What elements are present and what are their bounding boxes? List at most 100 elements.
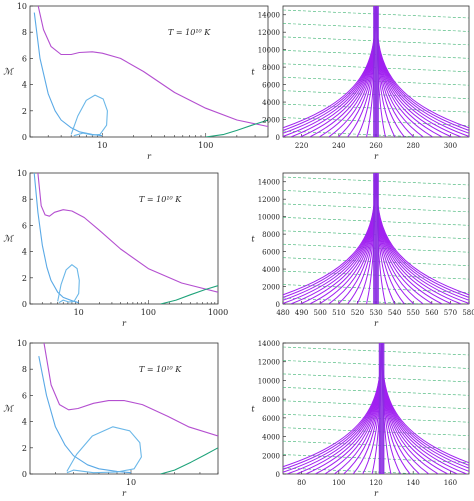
isochrone-line xyxy=(283,90,469,99)
x-tick-label: 540 xyxy=(388,309,401,317)
x-tick-label: 530 xyxy=(369,309,382,317)
isochrone-line xyxy=(283,130,430,137)
x-tick-label: 260 xyxy=(369,142,382,150)
y-tick-label: 6 xyxy=(22,54,27,63)
temperature-annotation: T = 10¹⁰ K xyxy=(139,195,182,204)
panel-mass-4: 0 2 4 6 8 10 10 r ℳ T = 10¹⁰ K xyxy=(3,339,219,498)
x-tick-label: 140 xyxy=(407,479,420,487)
x-tick-label: 160 xyxy=(444,479,457,487)
x-tick-label: 580 xyxy=(462,309,474,317)
y-tick-label: 12000 xyxy=(258,359,280,367)
x-axis-label: r xyxy=(122,319,127,328)
characteristic-curve xyxy=(381,343,467,474)
loop-curve xyxy=(70,94,108,137)
y-tick-label: 0 xyxy=(276,301,280,309)
isochrone-line xyxy=(283,9,469,19)
y-tick-label: 6 xyxy=(22,221,27,230)
y-tick-label: 14000 xyxy=(258,340,280,348)
x-tick-label: 560 xyxy=(425,309,438,317)
y-tick-label: 6000 xyxy=(262,415,280,423)
panel-time-5: 0 2000 4000 6000 8000 10000 12000 14000 80 100 120… xyxy=(251,340,470,498)
isochrone-line xyxy=(283,467,430,474)
right-branch-curve xyxy=(37,173,218,293)
x-tick-label: 510 xyxy=(332,309,345,317)
x-tick-label: 100 xyxy=(198,141,213,150)
y-tick-label: 0 xyxy=(276,134,280,142)
isochrone-line xyxy=(283,50,469,59)
y-tick-label: 10000 xyxy=(258,47,280,55)
y-tick-label: 6 xyxy=(22,391,27,400)
x-tick-label: 10 xyxy=(97,141,107,150)
isochrone-line xyxy=(283,36,469,46)
y-tick-label: 8 xyxy=(22,365,27,374)
x-tick-label: 220 xyxy=(295,142,308,150)
isochrone-line xyxy=(283,103,469,113)
loop-curve xyxy=(66,426,142,474)
isochrone-line xyxy=(283,373,469,383)
x-tick-label: 80 xyxy=(297,479,306,487)
isochrone-line xyxy=(283,176,469,186)
characteristic-curve xyxy=(376,6,462,137)
isochrone-line xyxy=(283,190,469,199)
y-axis-label: t xyxy=(251,68,255,77)
y-tick-label: 4 xyxy=(22,248,27,257)
right-branch-curve xyxy=(37,6,268,128)
y-tick-label: 2 xyxy=(22,107,27,116)
x-axis-label: r xyxy=(147,152,152,161)
y-tick-label: 4 xyxy=(22,418,27,427)
x-tick-label: 100 xyxy=(141,308,156,317)
x-tick-label: 490 xyxy=(295,309,308,317)
x-axis-label: r xyxy=(374,489,379,498)
isochrone-line xyxy=(283,346,469,356)
isochrone-line xyxy=(283,203,469,213)
x-axis-label: r xyxy=(122,489,127,498)
isochrone-line xyxy=(283,63,469,73)
y-tick-label: 6000 xyxy=(262,249,280,257)
isochrone-line xyxy=(283,230,469,240)
isochrone-line xyxy=(283,243,469,253)
y-tick-label: 8000 xyxy=(262,396,280,404)
y-axis-label: t xyxy=(251,235,255,244)
isochrone-line xyxy=(283,284,469,293)
y-tick-label: 8000 xyxy=(262,231,280,239)
panel-mass-0: 0 2 4 6 8 10 10 100 r ℳ T = 10¹⁰ K xyxy=(3,2,269,161)
y-tick-label: 4 xyxy=(22,81,27,90)
temperature-annotation: T = 10¹⁰ K xyxy=(139,365,182,374)
plot-frame xyxy=(29,342,219,475)
isochrone-line xyxy=(283,117,469,126)
y-tick-label: 10 xyxy=(17,2,27,11)
x-tick-label: 570 xyxy=(444,309,457,317)
isochrone-line xyxy=(283,297,430,304)
green-curve xyxy=(205,119,268,137)
y-axis-label: t xyxy=(251,405,255,414)
x-tick-label: 550 xyxy=(407,309,420,317)
x-tick-label: 100 xyxy=(332,479,345,487)
plot-frame xyxy=(29,5,269,138)
characteristics-group xyxy=(283,6,469,137)
y-tick-label: 4000 xyxy=(262,434,280,442)
green-curve xyxy=(160,447,218,474)
isochrone-line xyxy=(283,454,469,463)
characteristics-group xyxy=(283,173,469,304)
x-tick-label: 240 xyxy=(332,142,345,150)
green-curve xyxy=(160,285,218,304)
isochrone-line xyxy=(283,76,469,86)
isochrone-line xyxy=(283,400,469,410)
plot-frame xyxy=(29,172,219,305)
panel-mass-2: 0 2 4 6 8 10 10 100 1000 r ℳ T = 10¹⁰ K xyxy=(3,169,228,328)
y-tick-label: 2000 xyxy=(262,284,280,292)
y-tick-label: 2 xyxy=(22,274,27,283)
loop-curve xyxy=(57,264,80,304)
y-tick-label: 10 xyxy=(17,169,27,178)
y-axis-label: ℳ xyxy=(3,405,14,415)
y-tick-label: 2 xyxy=(22,444,27,453)
y-tick-label: 12000 xyxy=(258,29,280,37)
isochrone-line xyxy=(283,413,469,423)
x-tick-label: 1000 xyxy=(208,308,228,317)
y-tick-label: 0 xyxy=(22,300,27,309)
panel-time-1: 0 2000 4000 6000 8000 10000 12000 14000 220 240 26… xyxy=(251,5,470,161)
temperature-annotation: T = 10¹⁰ K xyxy=(168,28,211,37)
x-tick-label: 500 xyxy=(314,309,327,317)
y-axis-label: ℳ xyxy=(3,235,14,245)
